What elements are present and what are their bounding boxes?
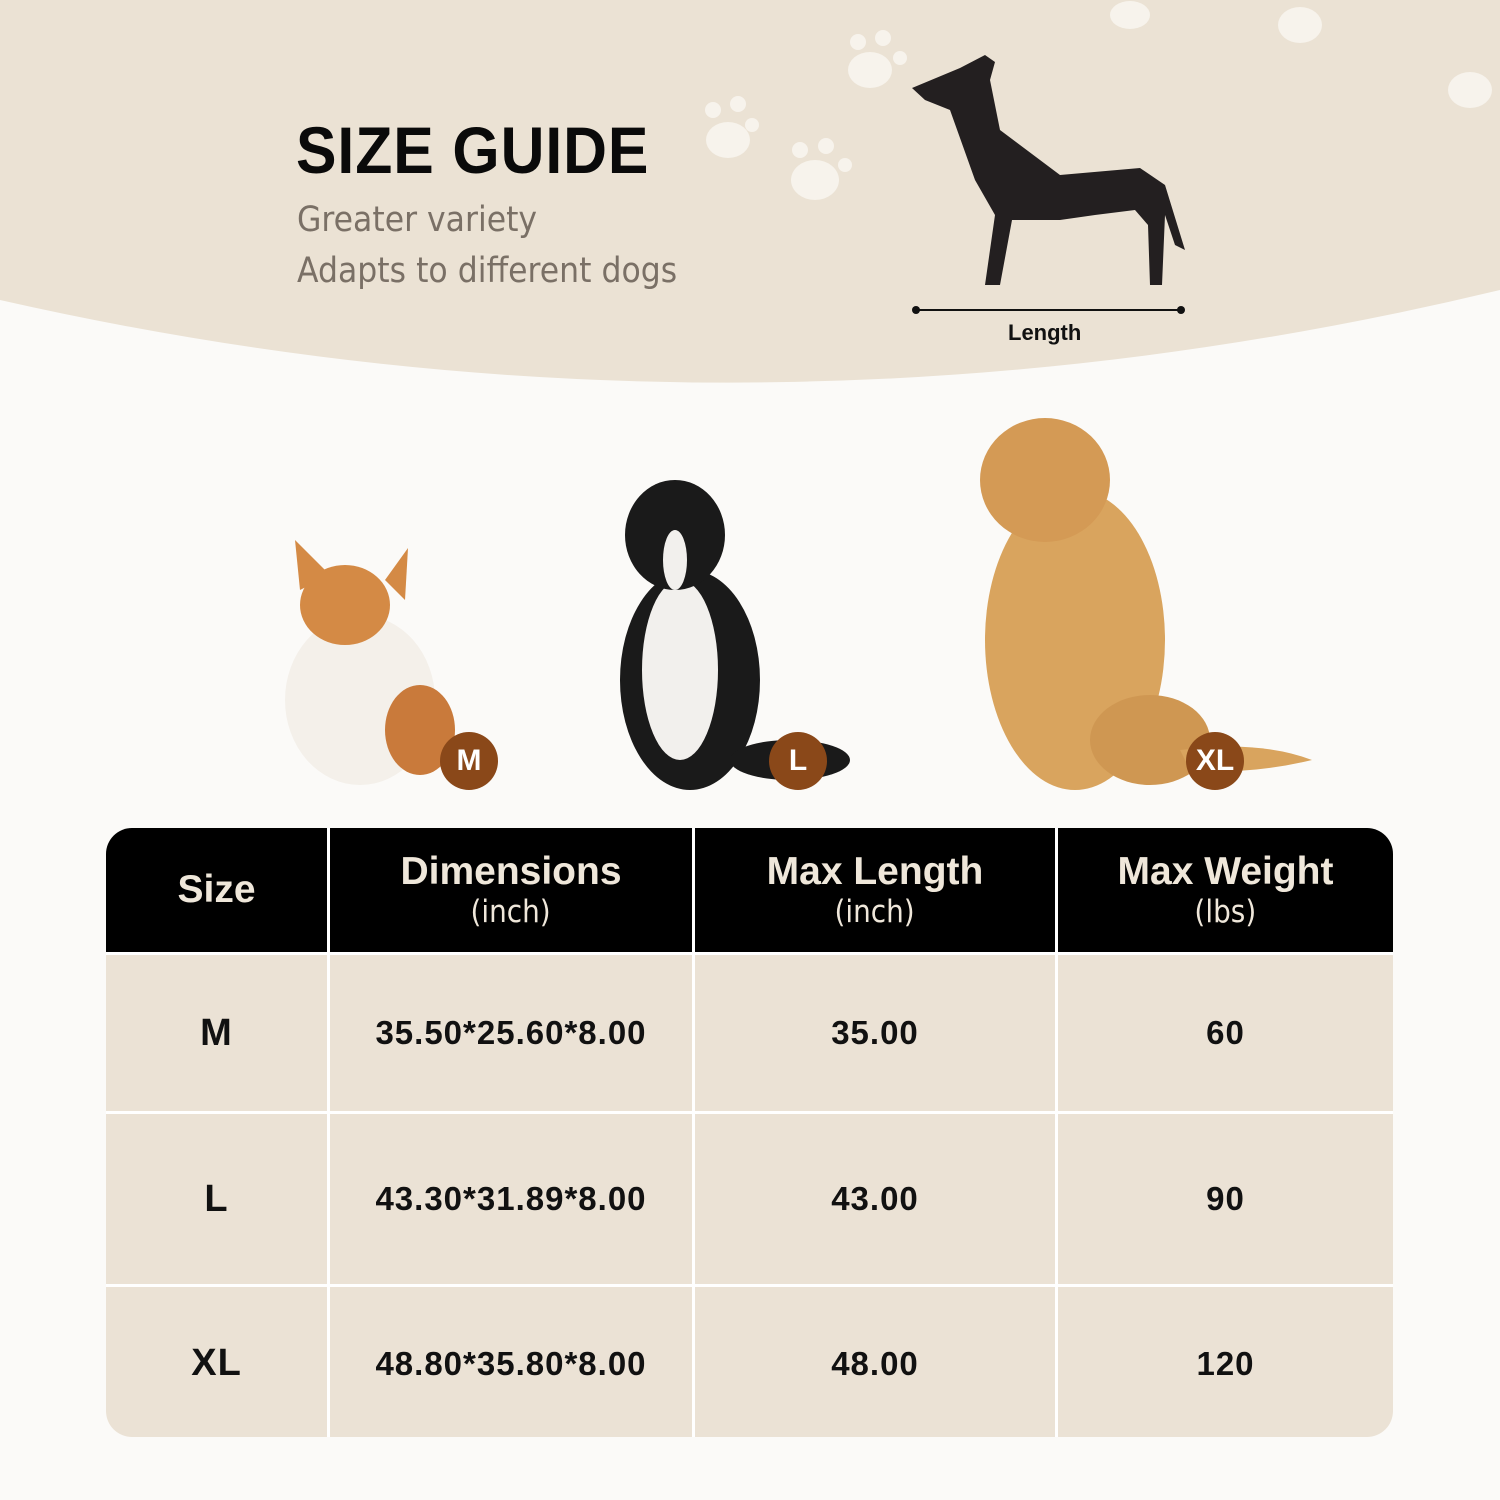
header-title: Size: [177, 868, 256, 911]
header-title: Max Weight: [1117, 850, 1334, 893]
header-dimensions: Dimensions (inch): [330, 828, 692, 952]
page-title: SIZE GUIDE: [296, 113, 650, 187]
cell-dimensions: 43.30*31.89*8.00: [330, 1114, 692, 1284]
size-badge-m: M: [440, 732, 498, 790]
cell-size: M: [106, 955, 327, 1111]
size-table: Size Dimensions (inch) Max Length (inch) M…: [106, 828, 1393, 1437]
cell-max-weight: 60: [1058, 955, 1393, 1111]
header-max-length: Max Length (inch): [695, 828, 1055, 952]
cell-size: L: [106, 1114, 327, 1284]
size-badge-xl: XL: [1186, 732, 1244, 790]
length-measure-line: [912, 306, 1185, 314]
cell-max-length: 43.00: [695, 1114, 1055, 1284]
border-collie-image: [620, 480, 850, 790]
cell-max-weight: 120: [1058, 1287, 1393, 1437]
header-unit: (inch): [834, 894, 916, 930]
cell-dimensions: 35.50*25.60*8.00: [330, 955, 692, 1111]
cell-size: XL: [106, 1287, 327, 1437]
paw-prints-decoration: [705, 1, 1492, 200]
length-label: Length: [1008, 320, 1082, 345]
subtitle-line-2: Adapts to different dogs: [297, 251, 678, 291]
cell-dimensions: 48.80*35.80*8.00: [330, 1287, 692, 1437]
golden-retriever-image: [980, 418, 1312, 790]
header-unit: (lbs): [1194, 894, 1257, 930]
cell-max-weight: 90: [1058, 1114, 1393, 1284]
cell-max-length: 35.00: [695, 955, 1055, 1111]
dog-silhouette-icon: [912, 55, 1185, 285]
size-badge-l: L: [769, 732, 827, 790]
header-size: Size: [106, 828, 327, 952]
cell-max-length: 48.00: [695, 1287, 1055, 1437]
header-title: Dimensions: [400, 850, 622, 893]
header-title: Max Length: [766, 850, 984, 893]
header-unit: (inch): [470, 894, 552, 930]
header-max-weight: Max Weight (lbs): [1058, 828, 1393, 952]
corgi-image: [285, 540, 455, 785]
subtitle-line-1: Greater variety: [297, 200, 538, 240]
